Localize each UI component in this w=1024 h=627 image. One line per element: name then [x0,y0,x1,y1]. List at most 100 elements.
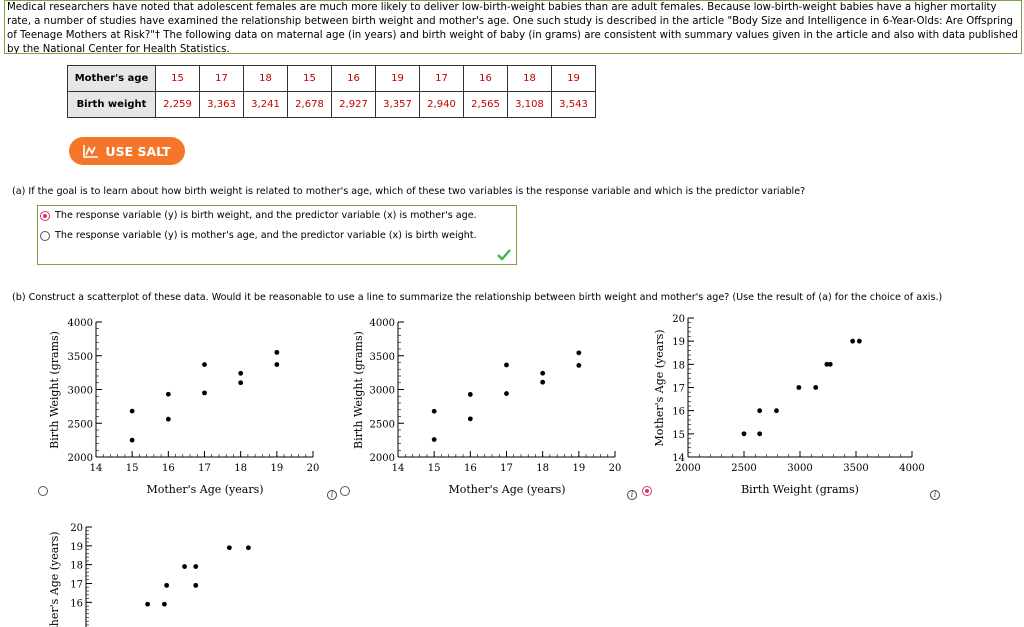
x-tick-label: 20 [609,463,622,474]
option-birth-weight-response[interactable]: The response variable (y) is birth weigh… [40,210,477,221]
problem-intro: Medical researchers have noted that adol… [4,0,1022,54]
x-tick-label: 3500 [843,463,868,474]
x-tick-label: 19 [270,463,283,474]
data-point [824,361,830,367]
x-tick-label: 4000 [899,463,924,474]
y-axis-label: Mother's Age (years) [653,329,666,446]
x-tick-label: 16 [464,463,477,474]
data-point [796,385,802,390]
data-point [757,431,763,437]
option-mothers-age-response[interactable]: The response variable (y) is mother's ag… [40,230,477,241]
data-point [182,564,187,569]
data-point [540,379,546,385]
y-tick-label: 19 [672,337,685,348]
info-icon[interactable]: i [627,490,637,500]
y-tick-label: 2000 [68,453,93,464]
data-point [774,408,779,414]
data-point [576,350,582,356]
data-point [238,380,244,386]
radio-button[interactable] [40,230,50,241]
use-salt-button[interactable]: USE SALT [69,137,185,165]
y-tick-label: 2500 [68,419,93,430]
y-tick-label: 20 [70,523,83,534]
data-point [274,349,280,355]
x-tick-label: 2000 [675,463,700,474]
x-tick-label: 2500 [731,463,756,474]
data-point [757,408,763,414]
y-tick-label: 19 [70,542,83,553]
info-icon[interactable]: i [327,490,337,500]
part-b-question: (b) Construct a scatterplot of these dat… [12,292,943,303]
x-axis-label: Mother's Age (years) [448,483,565,496]
checkmark-icon [497,249,511,261]
y-axis-label: Mother's Age (years) [48,531,61,627]
x-tick-label: 17 [500,463,513,474]
x-tick-label: 20 [307,463,320,474]
data-point [193,564,199,569]
data-point [145,601,151,607]
data-point [540,370,546,376]
x-tick-label: 18 [536,463,549,474]
data-point [226,545,232,551]
data-point [164,582,170,588]
y-tick-label: 18 [672,360,685,371]
y-tick-label: 20 [672,314,685,325]
x-tick-label: 16 [162,463,175,474]
data-point [467,416,473,422]
y-tick-label: 14 [672,453,685,464]
y-tick-label: 3500 [68,352,93,363]
weight-cell: 2,940 [419,91,464,118]
row-header-age: Mother's age [67,65,156,92]
age-cell: 19 [375,65,420,92]
age-cell: 17 [199,65,244,92]
weight-cell: 2,927 [331,91,376,118]
data-point [129,408,135,414]
option-label: The response variable (y) is mother's ag… [55,230,477,241]
graph-2-radio[interactable] [340,486,350,496]
y-axis-label: Birth Weight (grams) [48,331,61,449]
graph-1-radio[interactable] [38,486,48,496]
age-cell: 15 [287,65,332,92]
y-tick-label: 3000 [370,386,395,397]
data-point [165,391,171,397]
y-tick-label: 4000 [370,318,395,329]
data-point [431,408,437,414]
part-a-question: (a) If the goal is to learn about how bi… [12,186,806,197]
intro-text: Medical researchers have noted that adol… [7,2,1019,54]
data-point [246,545,251,551]
chart-icon [83,145,99,158]
data-point [467,392,473,397]
y-tick-label: 17 [672,384,685,395]
data-point [813,385,819,390]
y-tick-label: 18 [70,561,83,572]
x-axis-label: Mother's Age (years) [146,483,263,496]
info-icon[interactable]: i [930,490,940,500]
age-cell: 19 [551,65,596,92]
weight-cell: 2,678 [287,91,332,118]
data-point [504,391,509,396]
age-cell: 18 [507,65,552,92]
option-label: The response variable (y) is birth weigh… [55,210,477,221]
x-tick-label: 14 [90,463,103,474]
y-tick-label: 15 [672,430,685,441]
data-table: Mother's age 15 17 18 15 16 19 17 16 18 … [67,65,596,118]
data-point [129,437,135,443]
data-point [856,338,862,344]
data-point [827,361,833,367]
table-row: Birth weight 2,259 3,363 3,241 2,678 2,9… [67,91,596,118]
y-tick-label: 16 [70,598,83,609]
weight-cell: 3,363 [199,91,244,118]
data-point [576,363,582,368]
data-point [162,601,167,607]
y-tick-label: 17 [70,580,83,591]
age-cell: 16 [331,65,376,92]
use-salt-label: USE SALT [105,143,171,159]
graph-3-radio-selected[interactable] [642,486,652,496]
table-row: Mother's age 15 17 18 15 16 19 17 16 18 … [67,65,596,92]
data-point [431,437,437,442]
y-tick-label: 3500 [370,352,395,363]
data-point [238,370,244,376]
radio-button-selected[interactable] [40,210,50,221]
x-tick-label: 15 [126,463,139,474]
